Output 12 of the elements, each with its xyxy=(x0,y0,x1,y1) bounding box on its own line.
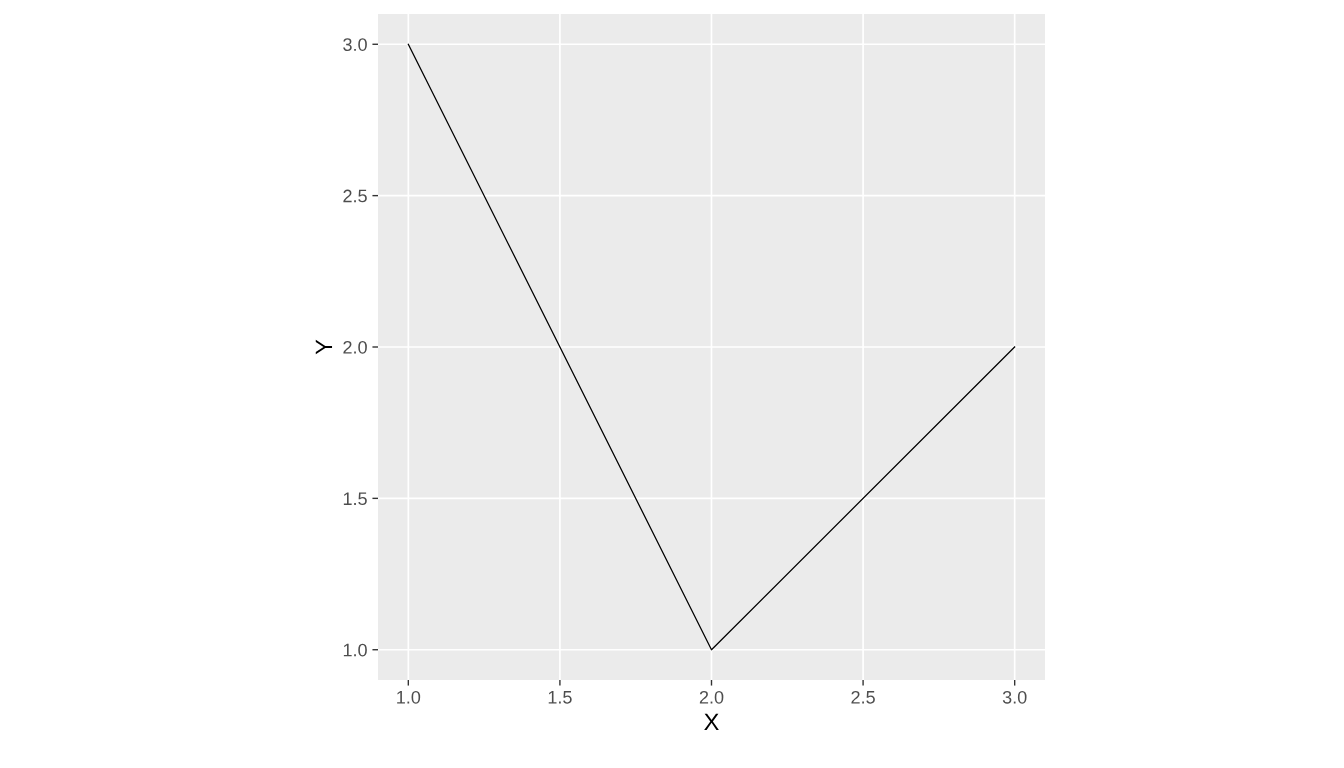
x-tick-label: 2.5 xyxy=(851,690,875,704)
y-tick-label: 2.0 xyxy=(343,340,367,354)
x-tick-label: 3.0 xyxy=(1002,690,1027,704)
y-tick-label: 1.0 xyxy=(343,643,367,657)
y-tick-label: 3.0 xyxy=(343,38,367,51)
x-tick-label: 1.0 xyxy=(397,690,421,704)
x-axis-title: X xyxy=(704,713,719,730)
y-tick-label: 1.5 xyxy=(343,492,367,506)
y-axis-title: Y xyxy=(315,339,333,355)
x-tick-label: 2.0 xyxy=(699,690,724,704)
x-tick-label: 1.5 xyxy=(548,691,572,704)
y-tick-label: 2.5 xyxy=(343,189,367,203)
